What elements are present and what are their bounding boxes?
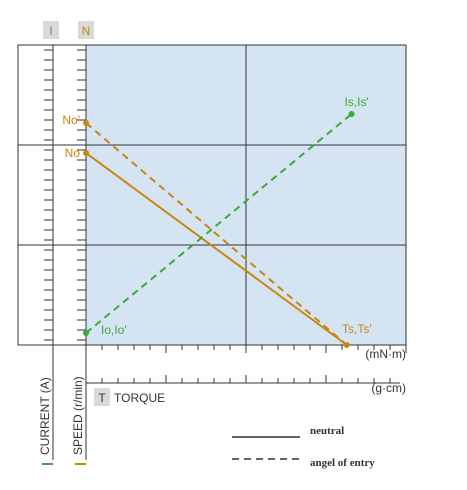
point-is <box>348 111 355 117</box>
torque-tag-box <box>94 388 110 406</box>
torque-tag: T <box>98 391 106 405</box>
unit-g-cm: (g·cm) <box>371 381 406 395</box>
torque-gcm-ticks <box>101 375 391 383</box>
current-axis-ticks <box>44 49 53 341</box>
legend-solid-label: neutral <box>310 425 344 437</box>
series-entry-current <box>85 113 353 334</box>
point-io <box>83 330 89 336</box>
label-io: Io,Io' <box>101 323 127 337</box>
speed-axis-ticks <box>77 49 86 341</box>
legend-dashed-label: angel of entry <box>310 457 375 469</box>
label-is: Is,Is' <box>344 95 368 109</box>
current-tag: I <box>49 24 52 38</box>
speed-tag-box <box>78 21 94 39</box>
torque-axis-title: TORQUE <box>114 391 165 405</box>
label-no-prime: No' <box>62 113 80 127</box>
series-entry-speed <box>85 122 348 346</box>
point-no <box>83 150 89 156</box>
point-ts <box>343 342 350 348</box>
chart-frame <box>17 44 407 346</box>
legend: neutral angel of entry <box>232 425 375 469</box>
current-axis-title: CURRENT (A) <box>38 377 52 455</box>
current-tag-box <box>43 21 59 39</box>
point-no-prime <box>83 120 89 126</box>
label-ts: Ts,Ts' <box>342 322 372 336</box>
speed-axis-title: SPEED (r/min) <box>71 376 85 455</box>
label-no: No <box>65 146 81 160</box>
series-neutral-speed <box>85 152 348 346</box>
unit-mn-m: (mN·m) <box>365 347 406 361</box>
speed-tag: N <box>82 24 91 38</box>
torque-mn-ticks <box>85 345 407 353</box>
